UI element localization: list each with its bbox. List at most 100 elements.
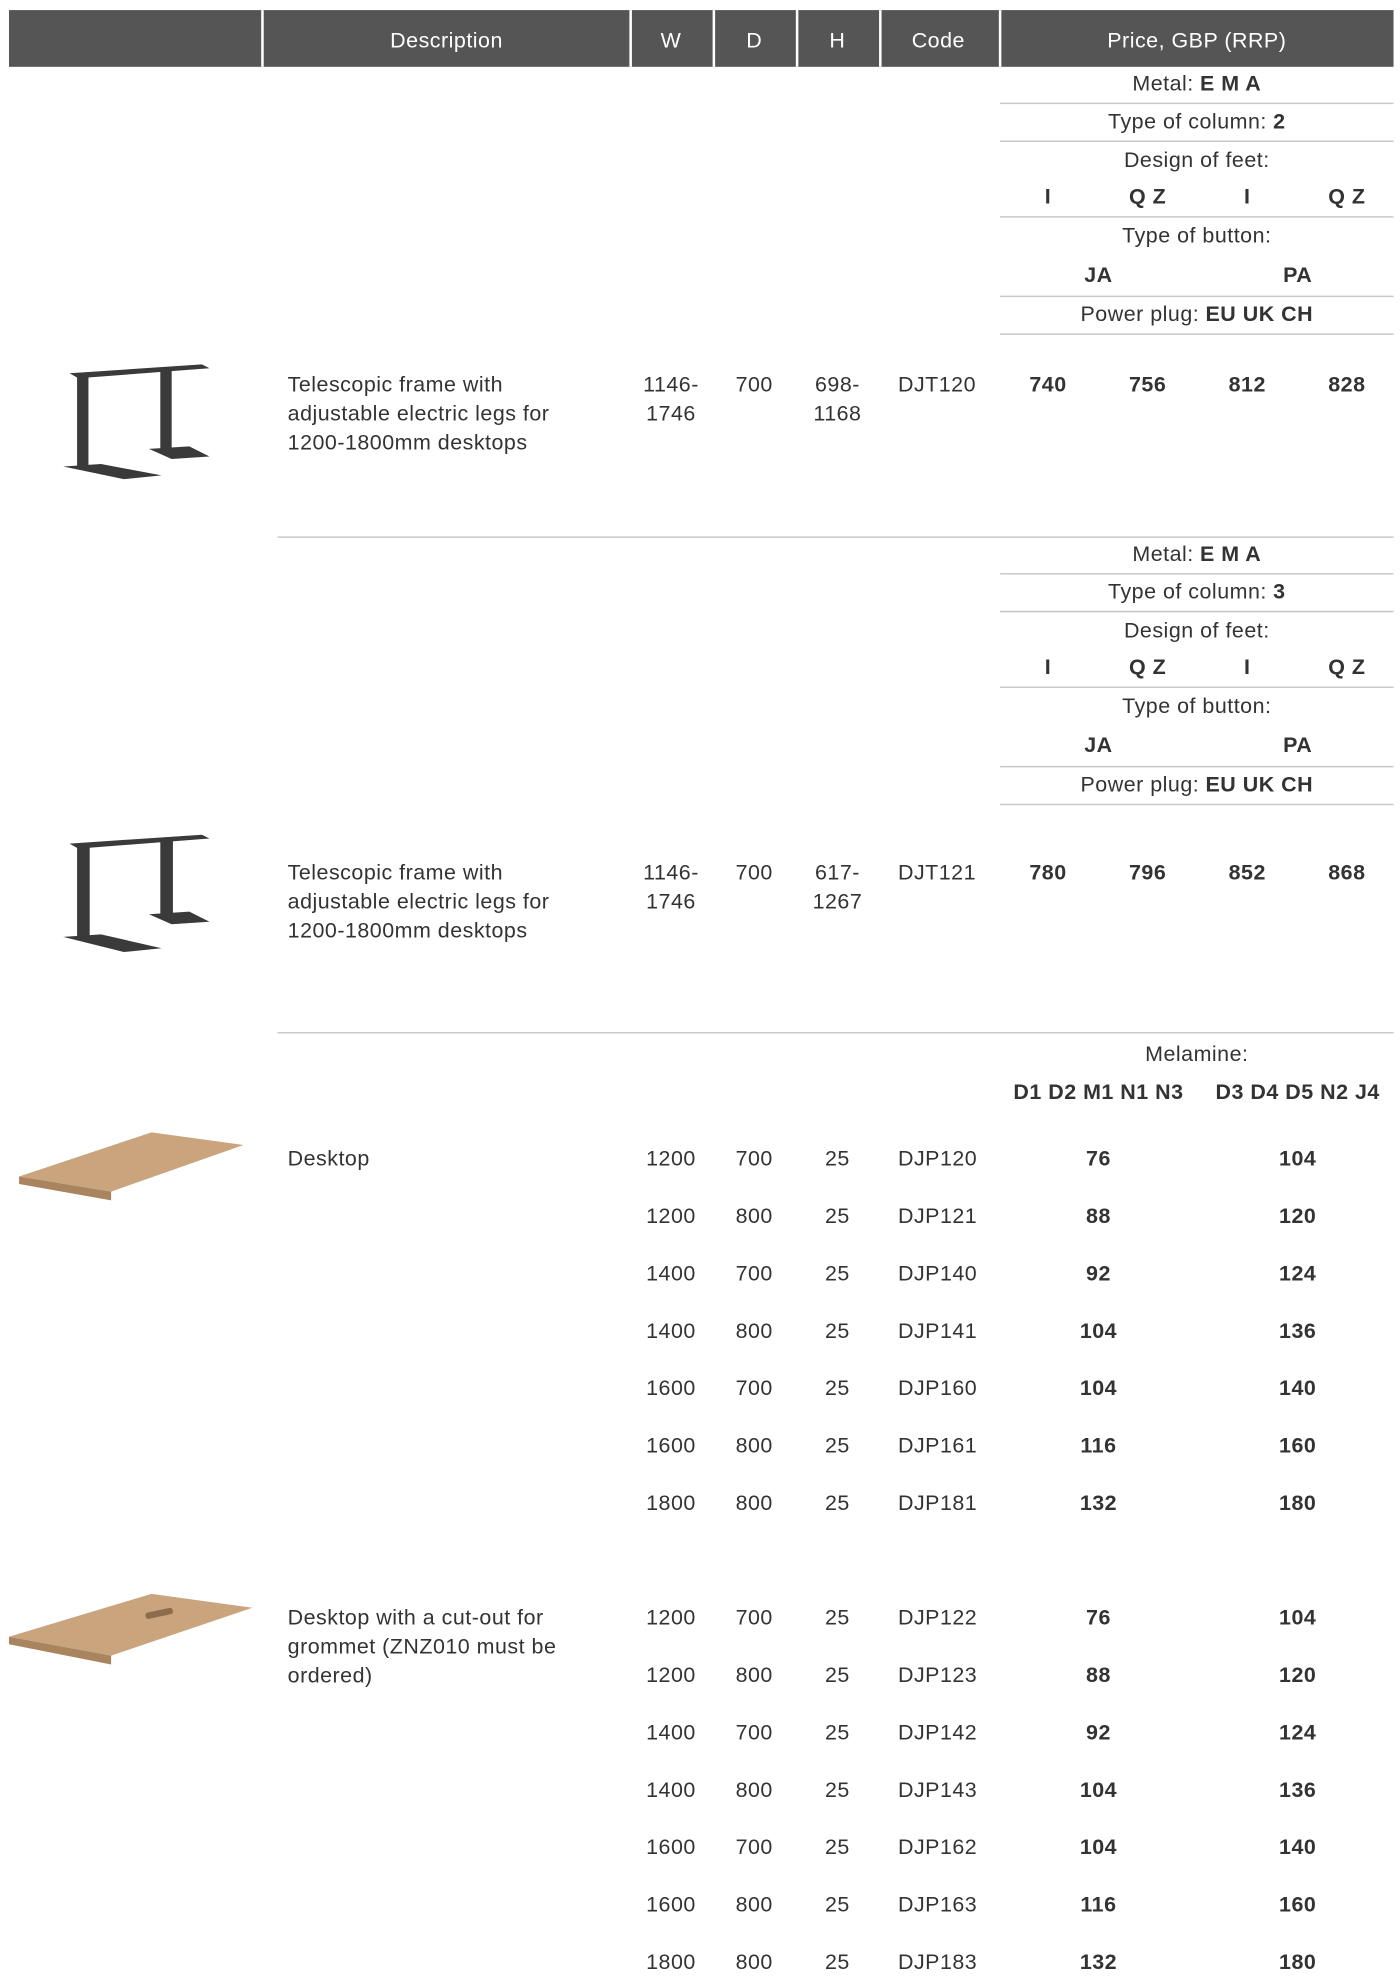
melamine-group: D3 D4 D5 N2 J4: [1216, 1080, 1380, 1104]
price: 92: [1086, 1261, 1111, 1285]
feet-value: Q Z: [1129, 655, 1166, 679]
depth: 800: [736, 1204, 773, 1228]
option-value: E M A: [1200, 541, 1261, 565]
melamine-label: Melamine:: [1145, 1042, 1248, 1066]
price: 852: [1229, 860, 1266, 884]
price: 104: [1080, 1319, 1117, 1343]
price: 88: [1086, 1663, 1111, 1687]
code: DJP160: [898, 1376, 977, 1400]
feet-value: Q Z: [1129, 185, 1166, 209]
code: DJP163: [898, 1893, 977, 1917]
code: DJP141: [898, 1319, 977, 1343]
height: 25: [825, 1434, 850, 1458]
width: 1600: [646, 1434, 696, 1458]
price: 828: [1328, 373, 1365, 397]
width: 1600: [646, 1376, 696, 1400]
feet-value: I: [1244, 185, 1250, 209]
option-value: 2: [1273, 109, 1285, 133]
option-value: EU UK CH: [1206, 772, 1314, 796]
button-label: Type of button:: [1122, 694, 1271, 718]
height: 25: [825, 1491, 850, 1515]
option-label: Power plug:: [1081, 772, 1200, 796]
price: 756: [1129, 373, 1166, 397]
height: 25: [825, 1261, 850, 1285]
option-label: Metal:: [1132, 71, 1193, 95]
feet-value: I: [1045, 185, 1051, 209]
feet-label: Design of feet:: [1124, 148, 1270, 172]
price: 160: [1279, 1434, 1316, 1458]
option-value: EU UK CH: [1206, 302, 1314, 326]
width: 1400: [646, 1261, 696, 1285]
width: 1200: [646, 1663, 696, 1687]
option-label: Type of column:: [1108, 109, 1267, 133]
header-bar: [8, 10, 1394, 67]
price: 104: [1279, 1147, 1316, 1171]
option-value: E M A: [1200, 71, 1261, 95]
description: 1200-1800mm desktops: [288, 431, 528, 455]
price: 124: [1279, 1261, 1316, 1285]
height: 25: [825, 1319, 850, 1343]
height: 25: [825, 1720, 850, 1744]
description: adjustable electric legs for: [288, 402, 550, 426]
depth: 700: [736, 373, 773, 397]
button-value: PA: [1283, 263, 1312, 287]
description: ordered): [288, 1664, 373, 1688]
code: DJP183: [898, 1950, 977, 1974]
code: DJP162: [898, 1835, 977, 1859]
price: 92: [1086, 1720, 1111, 1744]
width: 1800: [646, 1950, 696, 1974]
depth: 700: [736, 1606, 773, 1630]
button-value: JA: [1084, 263, 1112, 287]
width: 1800: [646, 1491, 696, 1515]
column-option: Type of column: 3: [1108, 579, 1286, 603]
price: 120: [1279, 1204, 1316, 1228]
depth: 700: [736, 1376, 773, 1400]
price: 120: [1279, 1663, 1316, 1687]
width: 1200: [646, 1204, 696, 1228]
header-cell: W: [661, 28, 682, 52]
height: 698-: [815, 373, 860, 397]
metal-option: Metal: E M A: [1132, 71, 1261, 95]
header-cell: D: [746, 28, 762, 52]
price: 180: [1279, 1491, 1316, 1515]
price: 104: [1080, 1778, 1117, 1802]
feet-value: Q Z: [1328, 655, 1365, 679]
width: 1146-: [643, 860, 699, 884]
depth: 800: [736, 1893, 773, 1917]
price: 136: [1279, 1778, 1316, 1802]
price: 868: [1328, 860, 1365, 884]
option-label: Metal:: [1132, 541, 1193, 565]
depth: 800: [736, 1663, 773, 1687]
option-label: Type of column:: [1108, 579, 1267, 603]
code: DJP181: [898, 1491, 977, 1515]
header-cell: Code: [912, 28, 965, 52]
price: 88: [1086, 1204, 1111, 1228]
width: 1200: [646, 1147, 696, 1171]
code: DJP121: [898, 1204, 977, 1228]
column-option: Type of column: 2: [1108, 109, 1286, 133]
code: DJP123: [898, 1663, 977, 1687]
price: 160: [1279, 1893, 1316, 1917]
price: 116: [1080, 1893, 1116, 1917]
price: 180: [1279, 1950, 1316, 1974]
header-cell: Price, GBP (RRP): [1107, 28, 1286, 52]
desktop-image: [19, 1132, 244, 1201]
description: grommet (ZNZ010 must be: [288, 1635, 557, 1659]
feet-value: Q Z: [1328, 185, 1365, 209]
header-cell: H: [829, 28, 845, 52]
code: DJP161: [898, 1434, 977, 1458]
frame-image: [63, 834, 210, 953]
depth: 800: [736, 1778, 773, 1802]
depth: 700: [736, 1720, 773, 1744]
height: 25: [825, 1376, 850, 1400]
width: 1600: [646, 1893, 696, 1917]
height: 25: [825, 1893, 850, 1917]
code: DJP120: [898, 1147, 977, 1171]
height: 1267: [813, 889, 863, 913]
feet-value: I: [1244, 655, 1250, 679]
code: DJT121: [898, 860, 976, 884]
button-value: PA: [1283, 733, 1312, 757]
depth: 700: [736, 860, 773, 884]
depth: 800: [736, 1434, 773, 1458]
